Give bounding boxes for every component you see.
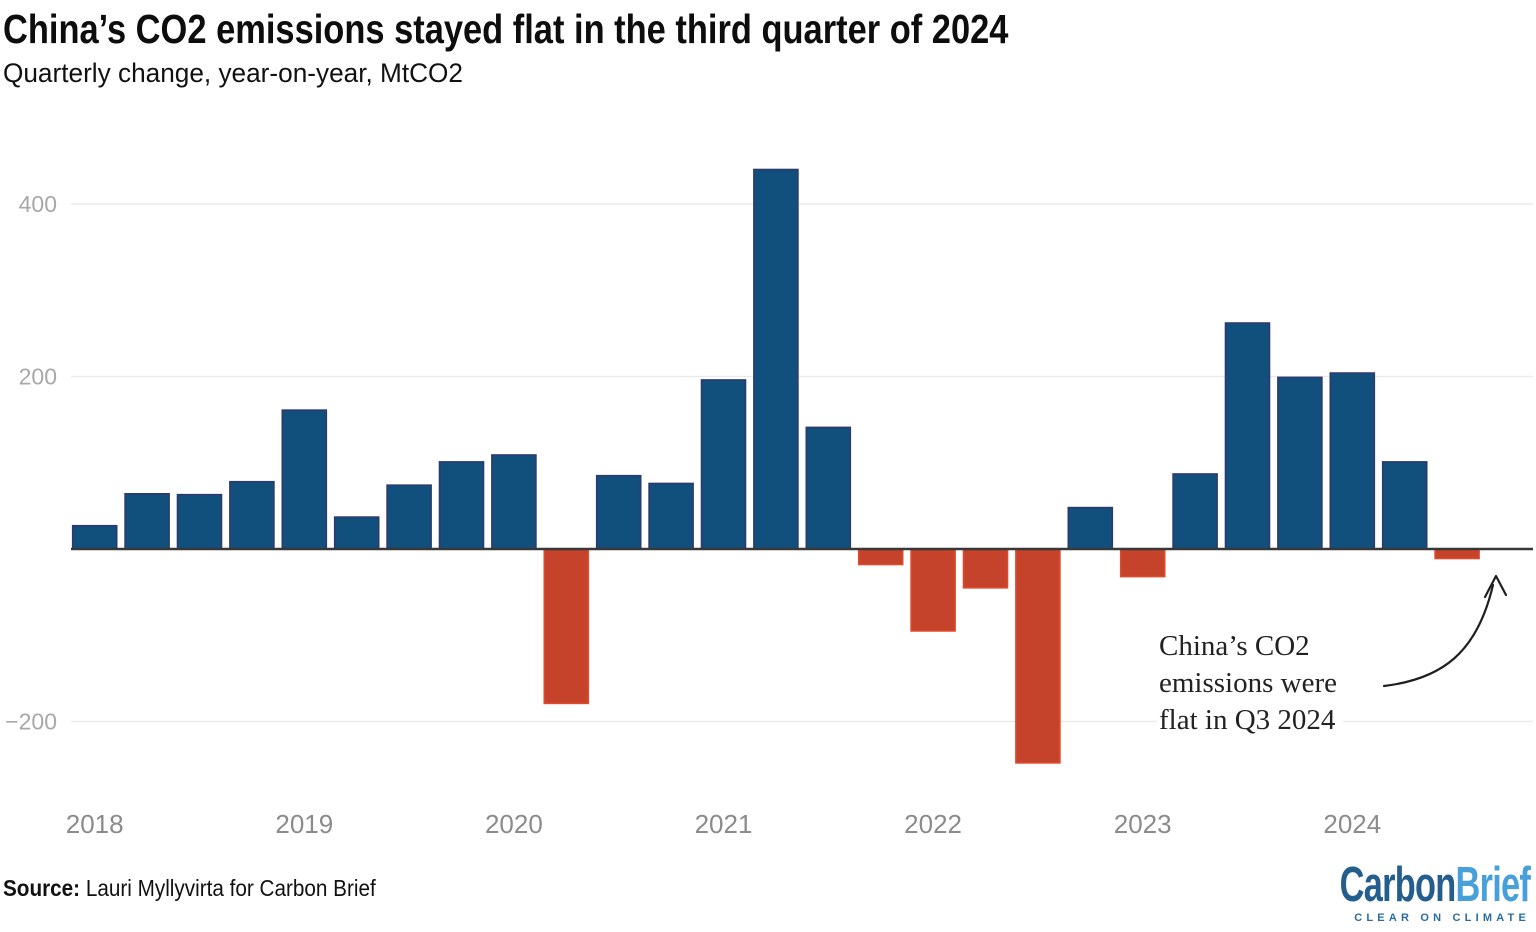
bar-2019-q3 — [386, 484, 432, 550]
bar-2023-q1 — [1119, 548, 1166, 578]
bar-2021-q4 — [857, 548, 904, 566]
bar-2020-q2 — [543, 548, 590, 705]
bar-2020-q1 — [491, 454, 537, 550]
page-title: China’s CO2 emissions stayed flat in the… — [3, 6, 1009, 52]
logo-wordmark: CarbonBrief — [1339, 858, 1531, 912]
bar-2018-q2 — [124, 492, 170, 550]
bar-2023-q3 — [1224, 322, 1271, 550]
bar-2024-q1 — [1329, 372, 1376, 550]
bar-2022-q1 — [910, 548, 956, 632]
y-axis-label-200: 200 — [19, 364, 57, 390]
annotation-arrow — [1382, 583, 1495, 688]
bar-2020-q4 — [648, 482, 694, 550]
x-axis-label-2024: 2024 — [1323, 809, 1381, 839]
annotation-line: flat in Q3 2024 — [1159, 704, 1336, 736]
bar-2018-q1 — [71, 524, 118, 550]
bar-2022-q2 — [962, 548, 1009, 589]
bar-2018-q4 — [229, 480, 275, 550]
bar-2024-q3 — [1434, 548, 1480, 560]
source-credit: Source: Lauri Myllyvirta for Carbon Brie… — [3, 875, 376, 902]
bar-2019-q4 — [438, 461, 485, 550]
bar-2021-q3 — [805, 426, 852, 550]
x-axis-label-2023: 2023 — [1114, 809, 1172, 839]
source-label: Source: — [3, 875, 81, 901]
bar-2021-q2 — [753, 168, 799, 550]
annotation-line: China’s CO2 — [1159, 630, 1310, 662]
bar-2018-q3 — [176, 493, 223, 550]
x-axis-label-2018: 2018 — [66, 809, 124, 839]
chart-subtitle: Quarterly change, year-on-year, MtCO2 — [3, 58, 463, 88]
bar-2023-q2 — [1172, 473, 1218, 550]
annotation-line: emissions were — [1159, 667, 1337, 699]
logo-brief: Brief — [1455, 858, 1530, 912]
bar-2022-q4 — [1067, 506, 1114, 550]
bar-2024-q2 — [1381, 461, 1428, 550]
x-axis-label-2021: 2021 — [695, 809, 753, 839]
x-axis-label-2019: 2019 — [275, 809, 333, 839]
bar-2021-q1 — [700, 379, 747, 550]
y-axis-label-400: 400 — [19, 191, 57, 217]
x-axis-label-2020: 2020 — [485, 809, 543, 839]
bar-2023-q4 — [1277, 376, 1323, 550]
bar-2019-q2 — [333, 516, 380, 550]
carbonbrief-logo: CarbonBrief CLEAR ON CLIMATE — [1258, 858, 1531, 924]
bar-2022-q3 — [1015, 548, 1061, 764]
chart-annotation: China’s CO2 emissions were flat in Q3 20… — [1157, 626, 1343, 743]
bar-2019-q1 — [281, 409, 328, 550]
bar-2020-q3 — [595, 474, 642, 550]
annotation-arrowhead — [1483, 574, 1508, 599]
logo-tagline: CLEAR ON CLIMATE — [1354, 912, 1530, 924]
logo-carbon: Carbon — [1339, 858, 1457, 912]
source-text: Lauri Myllyvirta for Carbon Brief — [80, 875, 376, 901]
x-axis-label-2022: 2022 — [904, 809, 962, 839]
y-axis-label--200: −200 — [5, 709, 57, 735]
